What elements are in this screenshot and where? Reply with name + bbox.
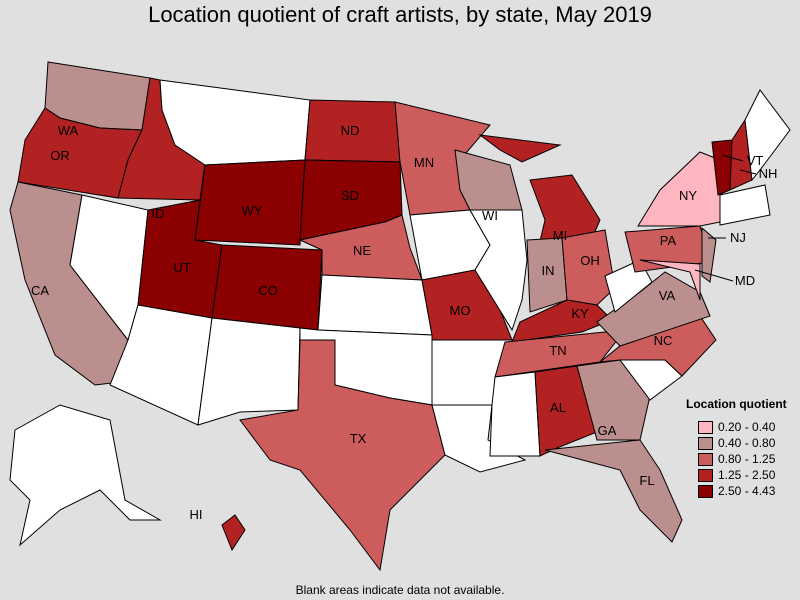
legend-label: 1.25 - 2.50 [718, 468, 776, 482]
footnote: Blank areas indicate data not available. [295, 583, 505, 597]
legend-label: 2.50 - 4.43 [718, 484, 776, 498]
legend-item: 1.25 - 2.50 [698, 467, 787, 483]
legend-swatch [698, 468, 713, 482]
state-label-al: AL [550, 400, 566, 415]
legend-swatch [698, 420, 713, 434]
state-ms [489, 371, 541, 457]
legend-label: 0.20 - 0.40 [718, 420, 776, 434]
legend-item: 0.80 - 1.25 [698, 451, 787, 467]
state-label-va: VA [659, 288, 676, 303]
state-label-id: ID [152, 206, 165, 221]
state-nm [197, 317, 301, 426]
state-label-fl: FL [639, 473, 654, 488]
state-ne [298, 214, 423, 281]
state-label-ky: KY [571, 306, 589, 321]
legend-swatch [698, 452, 713, 466]
state-label-nh: NH [759, 166, 778, 181]
callout-line [739, 169, 757, 175]
state-al [534, 365, 598, 457]
state-label-mi: MI [553, 228, 567, 243]
callout-line [721, 154, 744, 162]
state-label-oh: OH [580, 253, 600, 268]
state-label-sd: SD [341, 188, 359, 203]
state-me [744, 89, 791, 182]
state-label-wy: WY [242, 203, 263, 218]
state-label-hi: HI [190, 507, 203, 522]
legend-swatch [698, 436, 713, 450]
state-fl [544, 439, 683, 543]
state-label-wa: WA [58, 123, 79, 138]
state-wv [604, 259, 653, 313]
state-label-nj: NJ [730, 230, 746, 245]
state-label-in: IN [542, 263, 555, 278]
legend-swatch [698, 484, 713, 498]
state-label-wi: WI [482, 208, 498, 223]
legend-label: 0.80 - 1.25 [718, 452, 776, 466]
state-nj [701, 226, 717, 283]
legend-item: 0.40 - 0.80 [698, 435, 787, 451]
state-ak [9, 404, 162, 547]
legend: Location quotient 0.20 - 0.40 0.40 - 0.80… [686, 397, 787, 499]
state-il [469, 209, 528, 332]
state-ma-ct-ri [719, 184, 771, 226]
state-label-nc: NC [654, 333, 673, 348]
state-az [109, 304, 213, 426]
state-tx [239, 339, 446, 572]
state-label-pa: PA [660, 233, 677, 248]
state-label-tn: TN [549, 343, 566, 358]
state-wi [454, 149, 523, 211]
state-label-co: CO [258, 283, 278, 298]
callout-line [694, 269, 734, 282]
state-label-mn: MN [414, 155, 434, 170]
legend-title: Location quotient [686, 397, 787, 411]
legend-item: 0.20 - 0.40 [698, 419, 787, 435]
state-label-md: MD [735, 273, 755, 288]
legend-label: 0.40 - 0.80 [718, 436, 776, 450]
state-label-ca: CA [31, 283, 49, 298]
state-label-ut: UT [173, 260, 190, 275]
state-label-ne: NE [353, 243, 371, 258]
state-mi [478, 134, 562, 163]
state-label-tx: TX [350, 431, 367, 446]
state-md [639, 259, 701, 301]
state-hi [221, 514, 246, 552]
state-label-or: OR [50, 148, 70, 163]
state-label-ga: GA [598, 423, 617, 438]
state-label-ny: NY [679, 188, 697, 203]
state-ks [317, 274, 433, 336]
map-title: Location quotient of craft artists, by s… [148, 2, 652, 27]
state-label-mo: MO [450, 303, 471, 318]
state-label-vt: VT [747, 153, 764, 168]
legend-item: 2.50 - 4.43 [698, 483, 787, 499]
state-label-nd: ND [341, 123, 360, 138]
state-oh [561, 229, 616, 306]
